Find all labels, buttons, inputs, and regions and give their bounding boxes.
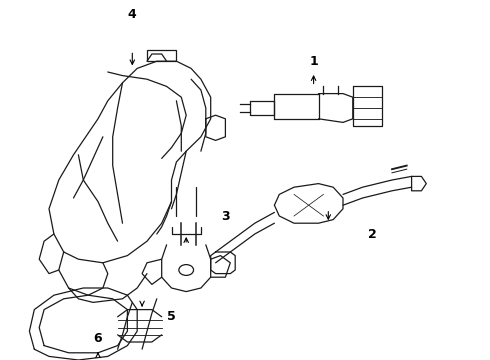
Text: 4: 4	[128, 8, 137, 21]
Text: 3: 3	[221, 210, 230, 222]
Text: 1: 1	[309, 55, 318, 68]
Bar	[147, 50, 176, 61]
Text: 6: 6	[94, 332, 102, 345]
Text: 2: 2	[368, 228, 377, 240]
Text: 5: 5	[167, 310, 176, 323]
